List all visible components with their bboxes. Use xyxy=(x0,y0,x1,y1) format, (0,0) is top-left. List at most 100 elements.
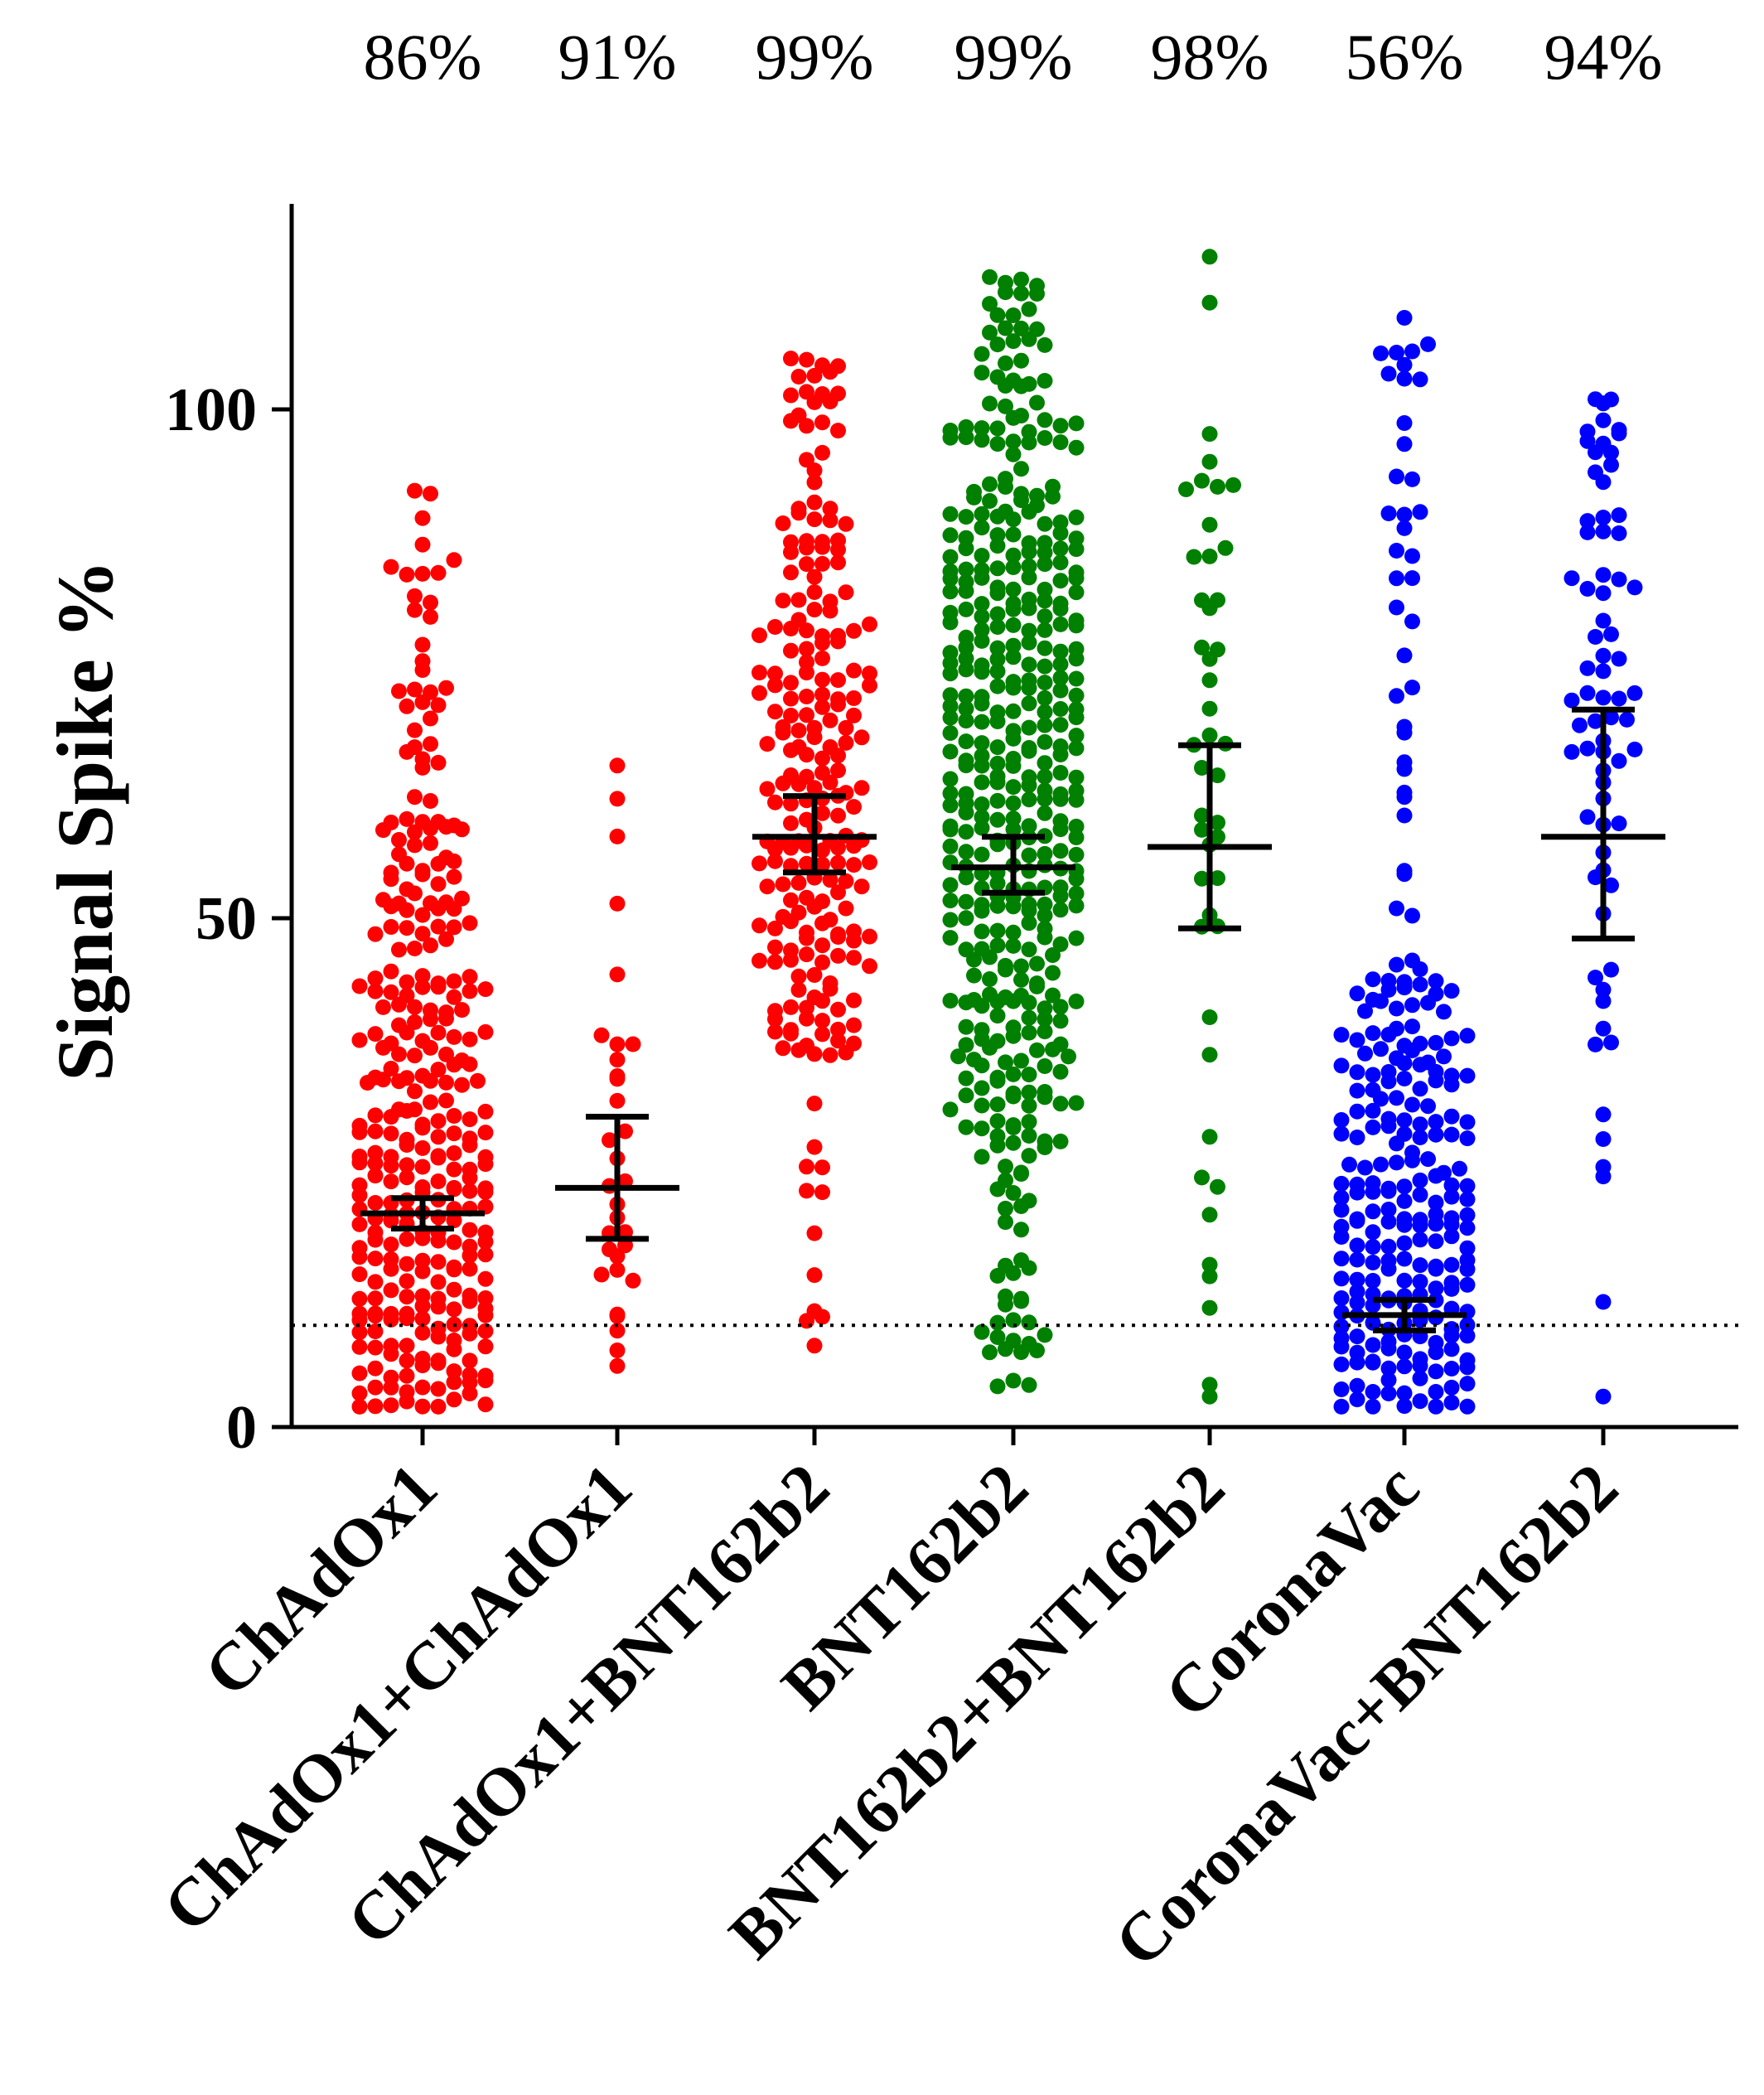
data-point xyxy=(783,690,799,707)
data-point xyxy=(383,559,399,575)
data-point xyxy=(799,1183,814,1199)
data-point xyxy=(1029,286,1045,302)
data-point xyxy=(775,593,791,609)
data-point xyxy=(446,1341,462,1357)
data-point xyxy=(799,747,814,763)
data-point xyxy=(1201,1129,1218,1145)
data-points xyxy=(351,249,1643,1415)
data-point xyxy=(1396,980,1413,996)
data-point xyxy=(1428,1280,1444,1297)
y-tick-label: 0 xyxy=(226,1394,257,1462)
data-point xyxy=(1052,554,1069,571)
data-point xyxy=(1459,1178,1476,1194)
data-point xyxy=(360,1075,375,1091)
data-point xyxy=(989,1096,1006,1113)
data-point xyxy=(1068,870,1085,887)
data-point xyxy=(942,687,959,704)
data-point xyxy=(982,971,998,987)
data-point xyxy=(1380,1073,1397,1090)
data-point xyxy=(846,662,862,679)
data-point xyxy=(989,1113,1006,1130)
data-point xyxy=(1005,1088,1022,1105)
data-point xyxy=(609,1248,626,1265)
data-point xyxy=(383,871,399,888)
data-point xyxy=(1380,506,1397,521)
data-point xyxy=(783,796,799,812)
data-point xyxy=(1333,1175,1350,1192)
data-point xyxy=(1005,307,1022,323)
data-point xyxy=(958,1037,974,1053)
data-point xyxy=(974,846,990,863)
data-point xyxy=(958,1018,974,1035)
data-point xyxy=(799,622,814,639)
data-point xyxy=(1201,1377,1218,1393)
data-point xyxy=(942,709,959,726)
data-point xyxy=(462,1247,478,1264)
data-point xyxy=(1013,285,1029,302)
data-point xyxy=(1373,345,1389,361)
data-point xyxy=(942,912,959,928)
data-point xyxy=(351,1324,368,1341)
data-point xyxy=(1420,994,1436,1011)
data-point xyxy=(752,917,767,934)
data-point xyxy=(375,822,391,839)
data-point xyxy=(1013,1198,1029,1214)
data-point xyxy=(1443,1379,1460,1396)
data-point xyxy=(814,686,830,703)
data-point xyxy=(1459,1130,1476,1147)
data-point xyxy=(1428,1398,1444,1415)
data-point xyxy=(1349,1130,1365,1145)
data-point xyxy=(989,1181,1006,1197)
data-point xyxy=(414,968,431,985)
data-point xyxy=(609,1323,626,1339)
data-point xyxy=(1045,965,1061,981)
data-point xyxy=(942,743,959,760)
data-point xyxy=(430,1149,447,1166)
data-point xyxy=(942,993,959,1009)
data-point xyxy=(838,900,854,917)
data-point xyxy=(367,1107,384,1124)
data-point xyxy=(830,696,846,713)
data-point xyxy=(1365,1224,1381,1241)
data-point xyxy=(430,1299,447,1315)
data-point xyxy=(1459,1359,1476,1376)
data-point xyxy=(351,1124,368,1140)
data-point xyxy=(853,729,870,746)
data-point xyxy=(399,1256,415,1272)
data-point xyxy=(799,707,814,723)
data-point xyxy=(462,1056,478,1072)
data-point xyxy=(609,1052,626,1068)
data-point xyxy=(974,622,990,638)
data-point xyxy=(998,320,1013,336)
data-point xyxy=(1396,1193,1413,1209)
data-point xyxy=(1333,1189,1350,1206)
data-point xyxy=(446,552,462,569)
data-point xyxy=(383,1282,399,1299)
data-point xyxy=(1201,516,1218,533)
data-point xyxy=(399,1310,415,1327)
data-point xyxy=(1595,567,1612,583)
data-point xyxy=(1037,556,1053,573)
data-point xyxy=(1380,1118,1397,1135)
data-point xyxy=(399,1352,415,1369)
data-point xyxy=(1005,1066,1022,1082)
data-point xyxy=(1459,1114,1476,1130)
data-point xyxy=(1068,415,1085,432)
data-point xyxy=(1428,973,1444,989)
data-point xyxy=(391,1046,407,1062)
y-tick-label: 100 xyxy=(165,376,257,444)
data-point xyxy=(1595,689,1612,706)
data-point xyxy=(609,757,626,774)
data-point xyxy=(966,967,982,984)
data-point xyxy=(989,585,1006,602)
data-point xyxy=(958,509,974,525)
data-point xyxy=(830,1021,846,1038)
data-point xyxy=(862,677,877,694)
data-point xyxy=(1365,1384,1381,1400)
data-point xyxy=(806,1046,823,1062)
data-point xyxy=(414,565,431,582)
data-point xyxy=(989,436,1006,452)
data-point xyxy=(1021,847,1037,864)
data-point xyxy=(1194,472,1210,489)
data-point xyxy=(1052,1063,1069,1080)
